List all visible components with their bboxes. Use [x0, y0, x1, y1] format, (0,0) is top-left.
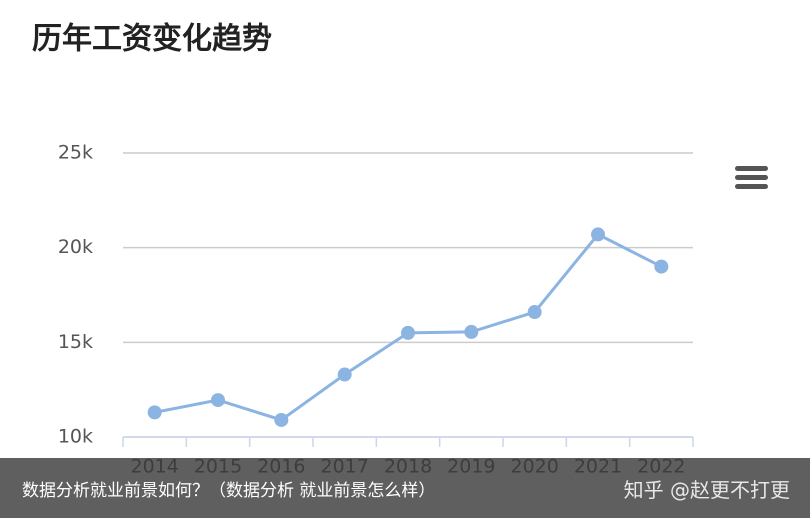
y-tick-label: 25k	[58, 142, 93, 164]
y-tick-label: 10k	[58, 426, 93, 448]
caption: 数据分析就业前景如何？（数据分析 就业前景怎么样）	[22, 481, 436, 501]
point	[527, 305, 542, 320]
y-tick-label: 15k	[58, 331, 93, 353]
point	[654, 259, 669, 274]
menu-button[interactable]	[735, 166, 768, 189]
y-tick-label: 20k	[58, 236, 93, 258]
point	[147, 405, 162, 420]
menu-bar	[735, 184, 768, 189]
watermark: 知乎 @赵更不打更	[623, 478, 790, 502]
point	[591, 227, 605, 242]
menu-bar	[735, 166, 768, 171]
caption-bar: 数据分析就业前景如何？（数据分析 就业前景怎么样） 知乎 @赵更不打更	[0, 458, 810, 518]
point	[337, 367, 352, 382]
point	[401, 325, 415, 340]
chart-title: 历年工资变化趋势	[32, 22, 272, 57]
point	[464, 324, 479, 339]
point	[274, 412, 289, 427]
point	[211, 393, 225, 408]
menu-bar	[735, 175, 768, 180]
